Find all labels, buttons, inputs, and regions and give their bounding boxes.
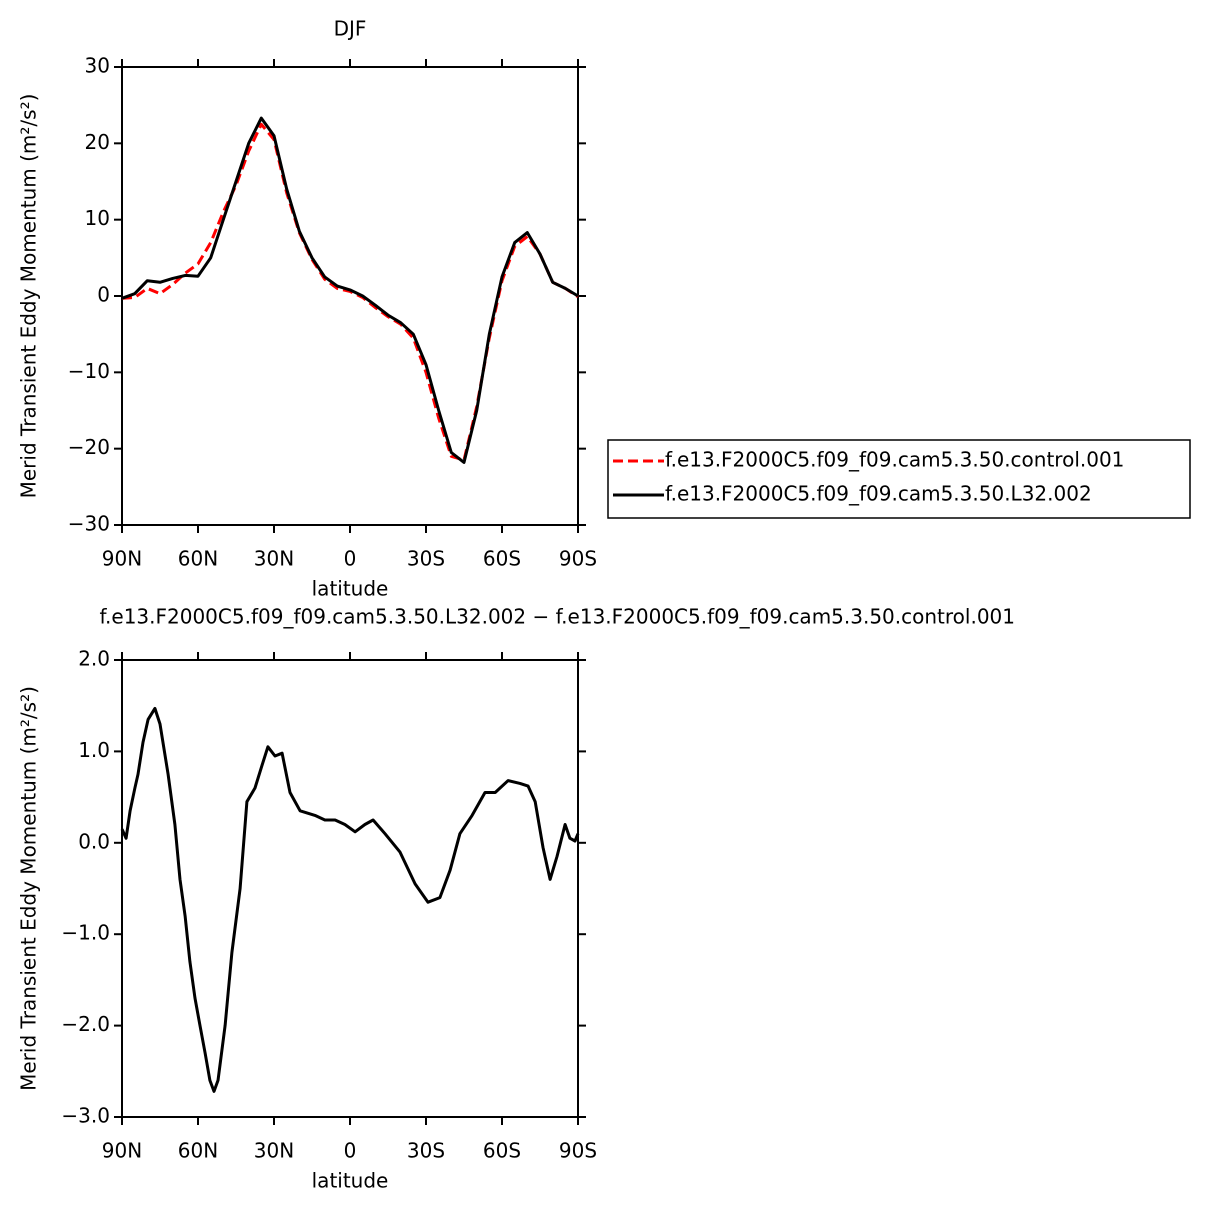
x-tick-label: 30N [254, 547, 294, 571]
y-tick-label: 10 [85, 206, 110, 230]
data-line [120, 706, 580, 1093]
y-tick-label: 0.0 [78, 829, 110, 853]
y-tick-label: −2.0 [61, 1012, 110, 1036]
x-tick-label: 30N [254, 1139, 294, 1163]
y-tick-label: −1.0 [61, 921, 110, 945]
data-line [121, 122, 579, 462]
x-tick-label: 60N [178, 1139, 218, 1163]
x-axis-label: latitude [312, 1169, 389, 1193]
x-tick-label: 90N [102, 547, 142, 571]
x-tick-label: 90N [102, 1139, 142, 1163]
y-tick-label: 1.0 [78, 738, 110, 762]
chart-title: f.e13.F2000C5.f09_f09.cam5.3.50.L32.002 … [99, 605, 1015, 629]
x-tick-label: 0 [344, 1139, 357, 1163]
x-tick-label: 90S [559, 1139, 597, 1163]
legend-label: f.e13.F2000C5.f09_f09.cam5.3.50.control.… [665, 448, 1124, 472]
data-line [121, 116, 579, 464]
chart-title: DJF [334, 17, 367, 41]
legend-box [607, 439, 1191, 519]
plot-frame [121, 66, 579, 526]
y-tick-label: 0 [97, 283, 110, 307]
legend-label: f.e13.F2000C5.f09_f09.cam5.3.50.L32.002 [665, 482, 1092, 506]
y-tick-label: −10 [68, 359, 110, 383]
x-tick-label: 60S [483, 1139, 521, 1163]
x-tick-label: 30S [407, 1139, 445, 1163]
y-tick-label: −3.0 [61, 1104, 110, 1128]
y-tick-label: −30 [68, 512, 110, 536]
x-tick-label: 60N [178, 547, 218, 571]
y-axis-label: Merid Transient Eddy Momentum (m²/s²) [17, 94, 41, 499]
x-tick-label: 0 [344, 547, 357, 571]
y-tick-label: 30 [85, 54, 110, 78]
x-tick-label: 90S [559, 547, 597, 571]
y-tick-label: 2.0 [78, 647, 110, 671]
x-tick-label: 60S [483, 547, 521, 571]
y-axis-label: Merid Transient Eddy Momentum (m²/s²) [17, 686, 41, 1091]
y-tick-label: 20 [85, 130, 110, 154]
y-tick-label: −20 [68, 435, 110, 459]
x-axis-label: latitude [312, 577, 389, 601]
plot-frame [121, 659, 579, 1118]
x-tick-label: 30S [407, 547, 445, 571]
